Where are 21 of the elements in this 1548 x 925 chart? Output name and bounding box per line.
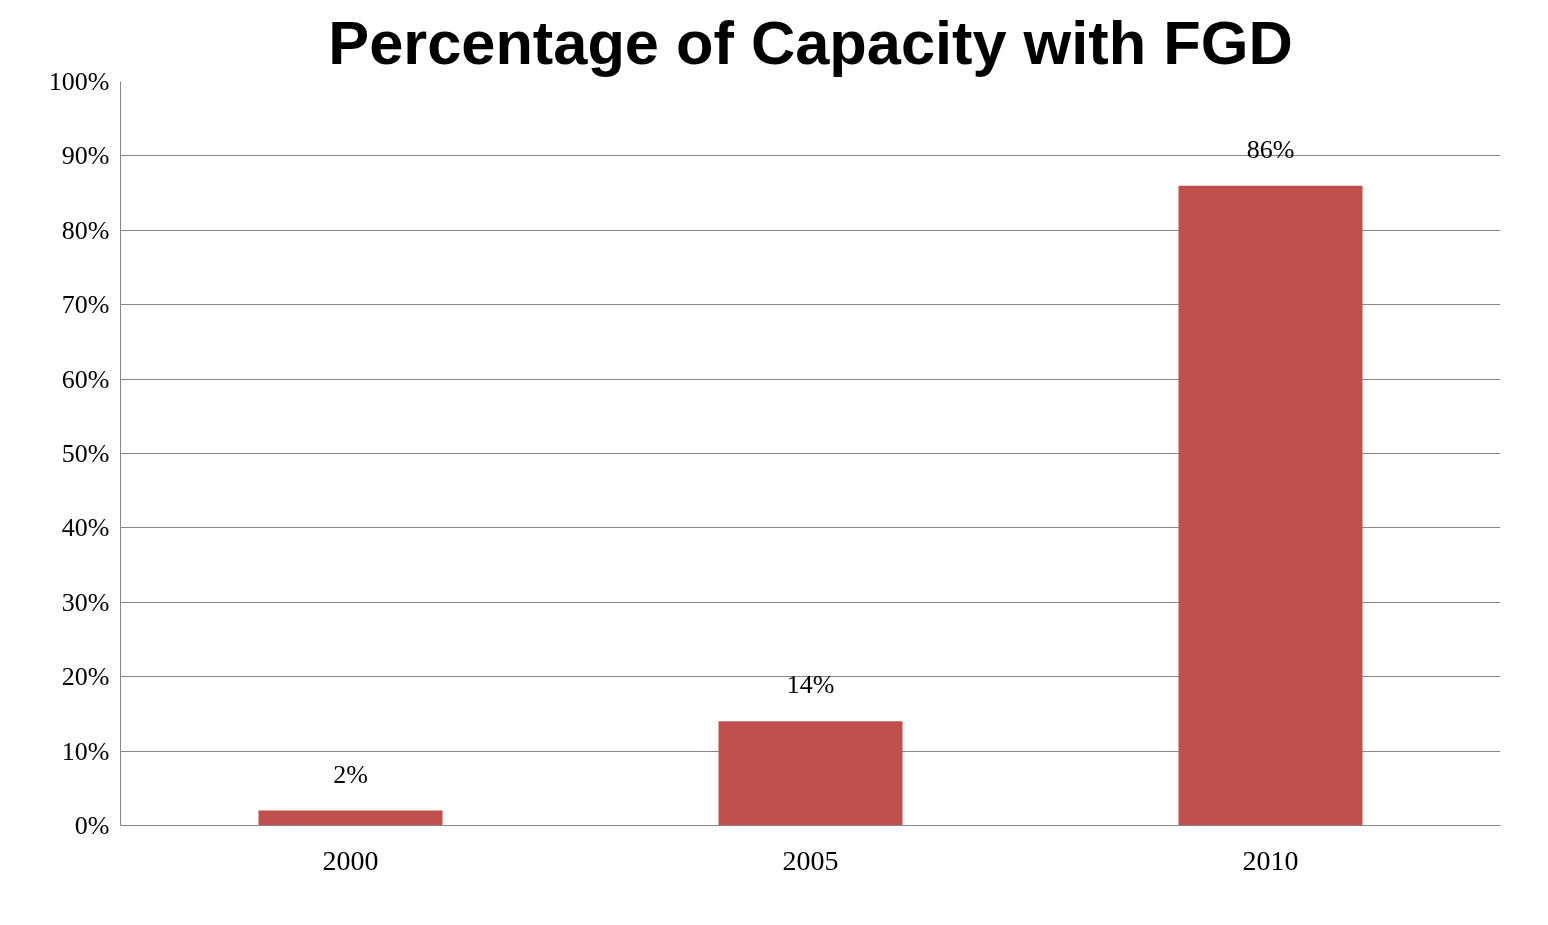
y-tick-label: 60% — [61, 364, 110, 394]
x-tick-label: 2010 — [1242, 844, 1299, 876]
y-tick-label: 30% — [61, 587, 110, 617]
bar — [258, 810, 443, 826]
chart-title: Percentage of Capacity with FGD — [328, 7, 1293, 77]
data-label: 2% — [333, 759, 368, 789]
y-tick-label: 90% — [61, 141, 110, 171]
x-tick-label: 2000 — [322, 844, 379, 876]
y-tick-label: 20% — [61, 662, 110, 692]
y-tick-label: 100% — [48, 67, 110, 96]
y-tick-label: 70% — [61, 290, 110, 320]
data-label: 86% — [1246, 134, 1295, 164]
y-tick-label: 0% — [74, 811, 110, 840]
y-tick-label: 40% — [61, 513, 110, 543]
data-label: 14% — [786, 670, 835, 700]
bar — [1178, 185, 1363, 826]
bar — [718, 721, 903, 826]
y-tick-label: 50% — [61, 439, 110, 468]
y-tick-label: 80% — [61, 215, 110, 245]
x-tick-label: 2005 — [782, 844, 839, 876]
y-tick-label: 10% — [61, 736, 110, 766]
